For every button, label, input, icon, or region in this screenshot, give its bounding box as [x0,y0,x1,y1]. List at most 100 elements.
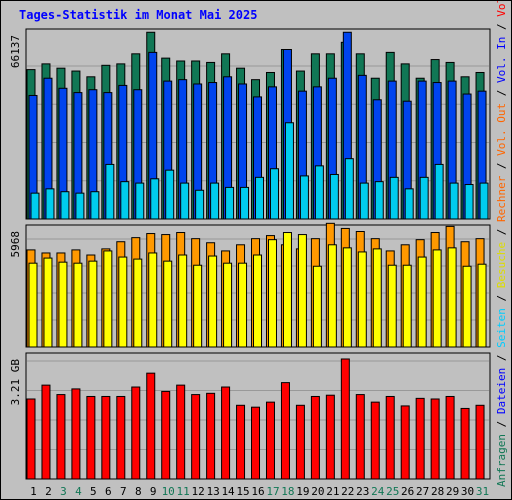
legend-separator: / [495,414,508,434]
bar-visits-besuche-20 [312,265,322,348]
bar-volume-volumen-27 [415,397,425,480]
bar-requests-seiten-20 [314,165,324,220]
bar-visits-besuche-12 [193,264,203,348]
bar-visits-besuche-14 [223,262,233,348]
bar-requests-seiten-28 [434,163,444,220]
bar-volume-volumen-10 [161,390,171,480]
bar-visits-besuche-11 [178,254,188,348]
bar-volume-volumen-23 [355,394,365,480]
bar-visits-besuche-16 [253,254,263,348]
bar-volume-volumen-1 [26,398,36,480]
bar-volume-volumen-24 [370,401,380,480]
bar-volume-volumen-20 [310,395,320,480]
bar-volume-volumen-11 [176,384,186,480]
x-axis-day-label: 24 [371,485,385,498]
x-axis-day-label: 1 [30,485,37,498]
x-axis-day-label: 19 [296,485,309,498]
bar-volume-volumen-9 [146,372,156,480]
bar-volume-volumen-8 [131,386,141,480]
x-axis-day-label: 22 [341,485,354,498]
bar-visits-besuche-28 [432,249,442,348]
bar-requests-seiten-4 [75,192,85,220]
bar-visits-besuche-2 [43,257,53,348]
bar-volume-volumen-14 [221,386,231,480]
x-axis-day-label: 23 [356,485,369,498]
bar-requests-seiten-27 [419,176,429,220]
bar-requests-seiten-5 [90,191,100,220]
x-axis-day-label: 4 [75,485,82,498]
legend-item-rechner: Rechner [495,175,508,222]
legend-separator: / [495,288,508,308]
bar-visits-besuche-29 [447,247,457,348]
bar-volume-volumen-2 [41,384,51,480]
legend-item-besuche: Besuche [495,242,508,288]
bar-volume-volumen-16 [251,406,261,480]
bar-requests-seiten-31 [479,182,489,220]
x-axis-day-label: 15 [236,485,249,498]
x-axis-day-label: 3 [60,485,67,498]
bar-visits-besuche-27 [417,256,427,348]
panel-visits-ymax-label: 5968 [9,231,22,258]
bar-volume-volumen-13 [206,392,216,480]
bar-requests-seiten-9 [150,178,160,220]
bar-requests-seiten-14 [225,186,235,220]
bar-visits-besuche-3 [58,261,68,348]
bar-volume-volumen-12 [191,394,201,480]
x-axis-day-label: 25 [386,485,399,498]
bar-requests-seiten-10 [165,169,175,220]
bar-requests-seiten-7 [120,181,130,220]
bar-volume-volumen-7 [116,395,126,480]
x-axis-day-label: 31 [476,485,489,498]
bar-requests-seiten-22 [344,158,354,220]
bar-visits-besuche-23 [357,251,367,348]
x-axis-day-label: 18 [281,485,294,498]
bar-volume-volumen-26 [400,405,410,480]
bar-requests-seiten-23 [359,182,369,220]
bar-requests-seiten-18 [284,122,294,220]
bar-visits-besuche-22 [342,247,352,348]
bar-volume-volumen-6 [101,395,111,480]
x-axis-day-label: 11 [177,485,190,498]
bar-requests-seiten-13 [210,182,220,220]
bar-visits-besuche-31 [477,263,487,348]
bar-visits-besuche-13 [208,255,218,348]
legend: Anfragen / Dateien / Seiten / Besuche / … [495,1,508,487]
bar-requests-seiten-12 [195,189,205,220]
bar-volume-volumen-30 [460,407,470,480]
x-axis-day-label: 17 [266,485,279,498]
bar-requests-seiten-3 [60,191,70,220]
x-axis-day-label: 6 [105,485,112,498]
bar-requests-seiten-25 [389,176,399,220]
bar-visits-besuche-25 [387,264,397,348]
bar-requests-seiten-29 [449,182,459,220]
bar-volume-volumen-3 [56,394,66,480]
x-axis-day-label: 2 [45,485,52,498]
bar-requests-seiten-1 [30,192,40,220]
bar-visits-besuche-5 [88,260,98,348]
chart-title: Tages-Statistik im Monat Mai 2025 [19,8,258,22]
bar-requests-seiten-2 [45,188,55,220]
legend-separator: / [495,222,508,242]
bar-volume-volumen-17 [265,401,275,480]
x-axis-day-label: 27 [416,485,429,498]
bar-requests-seiten-26 [404,188,414,220]
legend-separator: / [495,83,508,103]
bar-volume-volumen-31 [475,404,485,480]
legend-item-vol-out: Vol. Out [495,103,508,156]
bar-visits-besuche-7 [118,256,128,348]
bar-volume-volumen-5 [86,395,96,480]
x-axis-day-label: 5 [90,485,97,498]
bar-requests-seiten-30 [464,184,474,220]
bar-requests-seiten-16 [255,176,265,220]
bar-visits-besuche-17 [267,239,277,348]
legend-item-anfragen: Anfragen [495,434,508,487]
x-axis-day-label: 16 [251,485,264,498]
legend-separator: / [495,17,508,37]
legend-item-dateien: Dateien [495,368,508,414]
bar-requests-seiten-15 [240,186,250,220]
bar-requests-seiten-11 [180,182,190,220]
legend-item-vol-in: Vol. In [495,37,508,83]
bar-requests-seiten-21 [329,173,339,220]
bar-visits-besuche-24 [372,248,382,348]
